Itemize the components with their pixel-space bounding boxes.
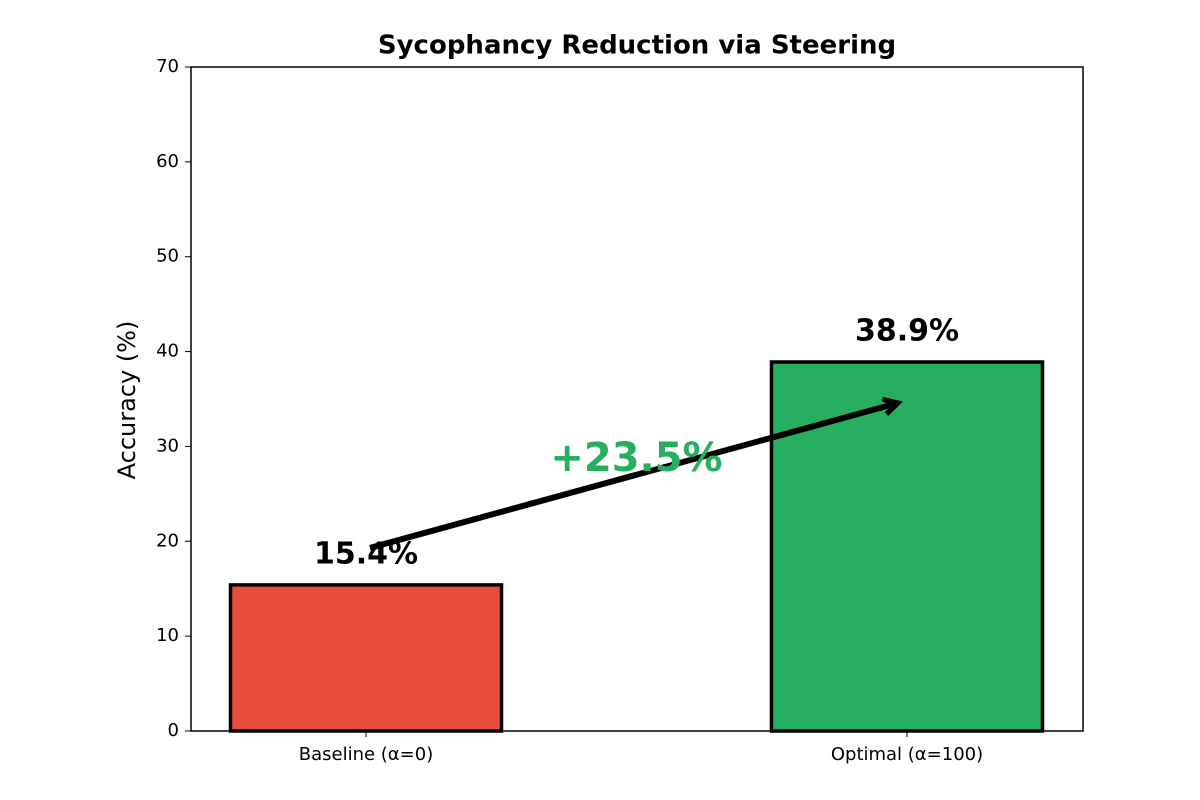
chart-title: Sycophancy Reduction via Steering: [378, 31, 896, 61]
y-tick-label: 20: [156, 530, 179, 551]
bar: [769, 360, 1045, 733]
x-tick-label: Optimal (α=100): [831, 744, 983, 765]
y-tick-label: 40: [156, 341, 179, 362]
arrow-head: [881, 396, 904, 416]
x-tick-label: Baseline (α=0): [299, 744, 433, 765]
annotation: +23.5%: [550, 435, 722, 481]
y-tick-label: 30: [156, 435, 179, 456]
y-tick-label: 10: [156, 625, 179, 646]
plot-frame: [190, 66, 1084, 732]
y-axis-label: Accuracy (%): [113, 321, 141, 480]
y-tick-label: 60: [156, 151, 179, 172]
bar: [228, 583, 504, 733]
y-tick-label: 70: [156, 56, 179, 77]
y-tick-label: 50: [156, 246, 179, 267]
y-tick-label: 0: [168, 720, 179, 741]
arrow-shaft: [369, 401, 894, 551]
value-label: 38.9%: [855, 314, 959, 349]
